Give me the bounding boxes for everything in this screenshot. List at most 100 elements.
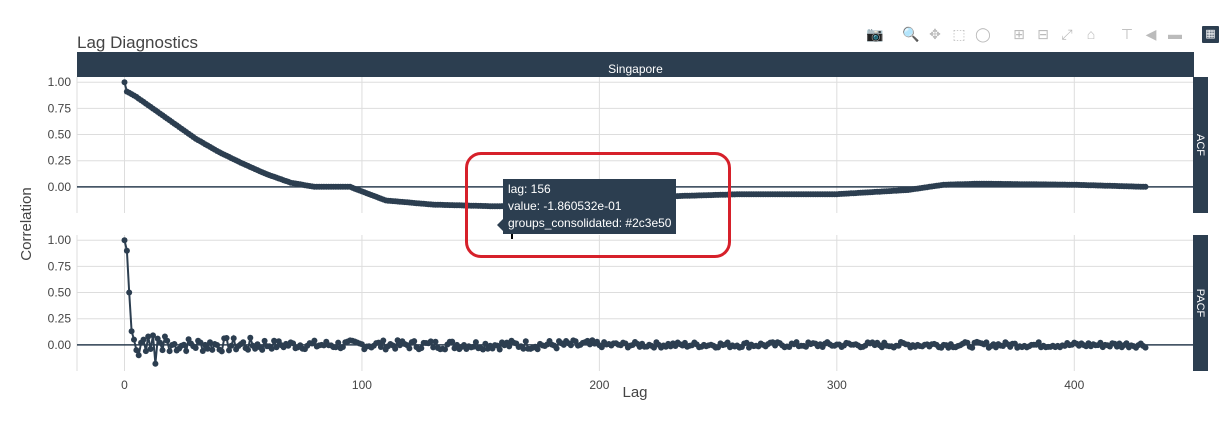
y-tick-label: 1.00 [48, 233, 72, 247]
y-tick-label: 0.50 [48, 128, 72, 142]
pacf-point[interactable] [1035, 339, 1042, 346]
pacf-point[interactable] [651, 344, 657, 351]
zoom-out-icon[interactable]: ⊟ [1037, 26, 1049, 42]
zoom-icon[interactable]: 🔍 [902, 26, 920, 42]
pacf-series[interactable] [121, 237, 1149, 367]
pacf-point[interactable] [380, 337, 387, 344]
pacf-point[interactable] [192, 345, 199, 351]
pacf-point[interactable] [135, 352, 142, 359]
pacf-point[interactable] [133, 347, 140, 354]
pacf-point[interactable] [218, 348, 225, 355]
pacf-point[interactable] [159, 347, 166, 354]
pacf-point[interactable] [164, 337, 171, 344]
x-tick-label: 100 [352, 378, 372, 392]
pacf-point[interactable] [432, 338, 439, 345]
pacf-point[interactable] [598, 344, 605, 351]
pacf-point[interactable] [394, 337, 401, 344]
pacf-point[interactable] [1142, 344, 1149, 351]
hover-compare-icon[interactable]: ▬ [1168, 26, 1182, 42]
pacf-point[interactable] [228, 342, 235, 349]
hover-closest-icon[interactable]: ◀ [1145, 26, 1157, 42]
pacf-point[interactable] [271, 337, 278, 344]
reset-axes-icon[interactable]: ⌂ [1086, 26, 1096, 42]
autoscale-icon[interactable]: ⤢ [1061, 26, 1073, 42]
pacf-point[interactable] [392, 345, 399, 352]
box-select-icon[interactable]: ⬚ [952, 26, 966, 42]
pacf-point[interactable] [969, 344, 976, 351]
pacf-point[interactable] [520, 345, 527, 352]
pacf-point[interactable] [183, 348, 190, 354]
chart-title: Lag Diagnostics [77, 33, 198, 52]
panel-strip-acf [1193, 77, 1208, 213]
pacf-point[interactable] [240, 339, 247, 346]
pacf-point[interactable] [226, 347, 232, 354]
pacf-point[interactable] [534, 346, 541, 353]
y-tick-label: 0.25 [48, 312, 72, 326]
pacf-point[interactable] [449, 338, 456, 345]
pacf-point[interactable] [442, 346, 448, 353]
pacf-point[interactable] [142, 348, 149, 355]
spike-lines-icon[interactable]: ⊤ [1120, 26, 1134, 42]
hover-value-line: value: -1.860532e-01 [508, 199, 622, 213]
pacf-point[interactable] [430, 344, 437, 351]
pacf-point[interactable] [259, 346, 266, 353]
pacf-point[interactable] [166, 348, 173, 355]
hover-group-line: groups_consolidated: #2c3e50 [508, 216, 672, 230]
pacf-point[interactable] [878, 344, 885, 351]
pacf-point[interactable] [472, 339, 479, 346]
pacf-point[interactable] [311, 337, 318, 344]
pan-icon[interactable]: ✥ [929, 26, 941, 42]
pacf-point[interactable] [147, 346, 154, 352]
pacf-point[interactable] [123, 247, 130, 254]
pacf-point[interactable] [252, 345, 259, 352]
pacf-point[interactable] [724, 339, 731, 346]
pacf-point[interactable] [268, 345, 275, 352]
pacf-point[interactable] [273, 344, 280, 351]
pacf-point[interactable] [197, 339, 204, 346]
lasso-select-icon[interactable]: ◯ [975, 26, 991, 42]
pacf-point[interactable] [209, 346, 216, 353]
pacf-point[interactable] [140, 336, 147, 343]
plotly-logo-icon[interactable]: ▦ [1202, 25, 1219, 43]
pacf-point[interactable] [247, 334, 254, 341]
pacf-point[interactable] [553, 345, 560, 352]
pacf-point[interactable] [131, 336, 137, 343]
pacf-point[interactable] [230, 335, 237, 342]
y-tick-label: 0.25 [48, 154, 72, 168]
pacf-point[interactable] [332, 344, 339, 351]
acf-point[interactable] [121, 79, 128, 86]
x-tick-label: 0 [121, 378, 128, 392]
pacf-point[interactable] [496, 346, 503, 353]
pacf-point[interactable] [145, 333, 152, 340]
pacf-point[interactable] [983, 339, 990, 346]
pacf-point[interactable] [204, 345, 211, 352]
pacf-point[interactable] [261, 337, 268, 344]
pacf-point[interactable] [223, 335, 230, 341]
x-tick-label: 200 [589, 378, 609, 392]
pacf-point[interactable] [572, 338, 579, 345]
pacf-point[interactable] [152, 360, 159, 367]
pacf-point[interactable] [126, 289, 133, 296]
y-tick-label: 1.00 [48, 75, 72, 89]
y-axis-title: Correlation [18, 187, 35, 260]
pacf-point[interactable] [427, 338, 434, 345]
pacf-point[interactable] [207, 339, 213, 346]
panel-label-acf: ACF [1194, 134, 1206, 156]
zoom-in-icon[interactable]: ⊞ [1013, 26, 1025, 42]
facet-header [77, 52, 1194, 77]
pacf-point[interactable] [480, 346, 486, 353]
pacf-point[interactable] [418, 345, 425, 352]
camera-icon[interactable]: 📷 [866, 26, 884, 42]
pacf-point[interactable] [171, 341, 178, 347]
pacf-point[interactable] [411, 338, 418, 345]
pacf-point[interactable] [199, 348, 206, 354]
pacf-point[interactable] [406, 345, 413, 352]
pacf-point[interactable] [150, 332, 156, 339]
pacf-point[interactable] [245, 346, 251, 353]
y-tick-label: 0.75 [48, 259, 72, 273]
pacf-point[interactable] [522, 338, 529, 345]
y-tick-label: 0.00 [48, 338, 72, 352]
pacf-point[interactable] [121, 237, 128, 244]
pacf-point[interactable] [128, 328, 135, 335]
